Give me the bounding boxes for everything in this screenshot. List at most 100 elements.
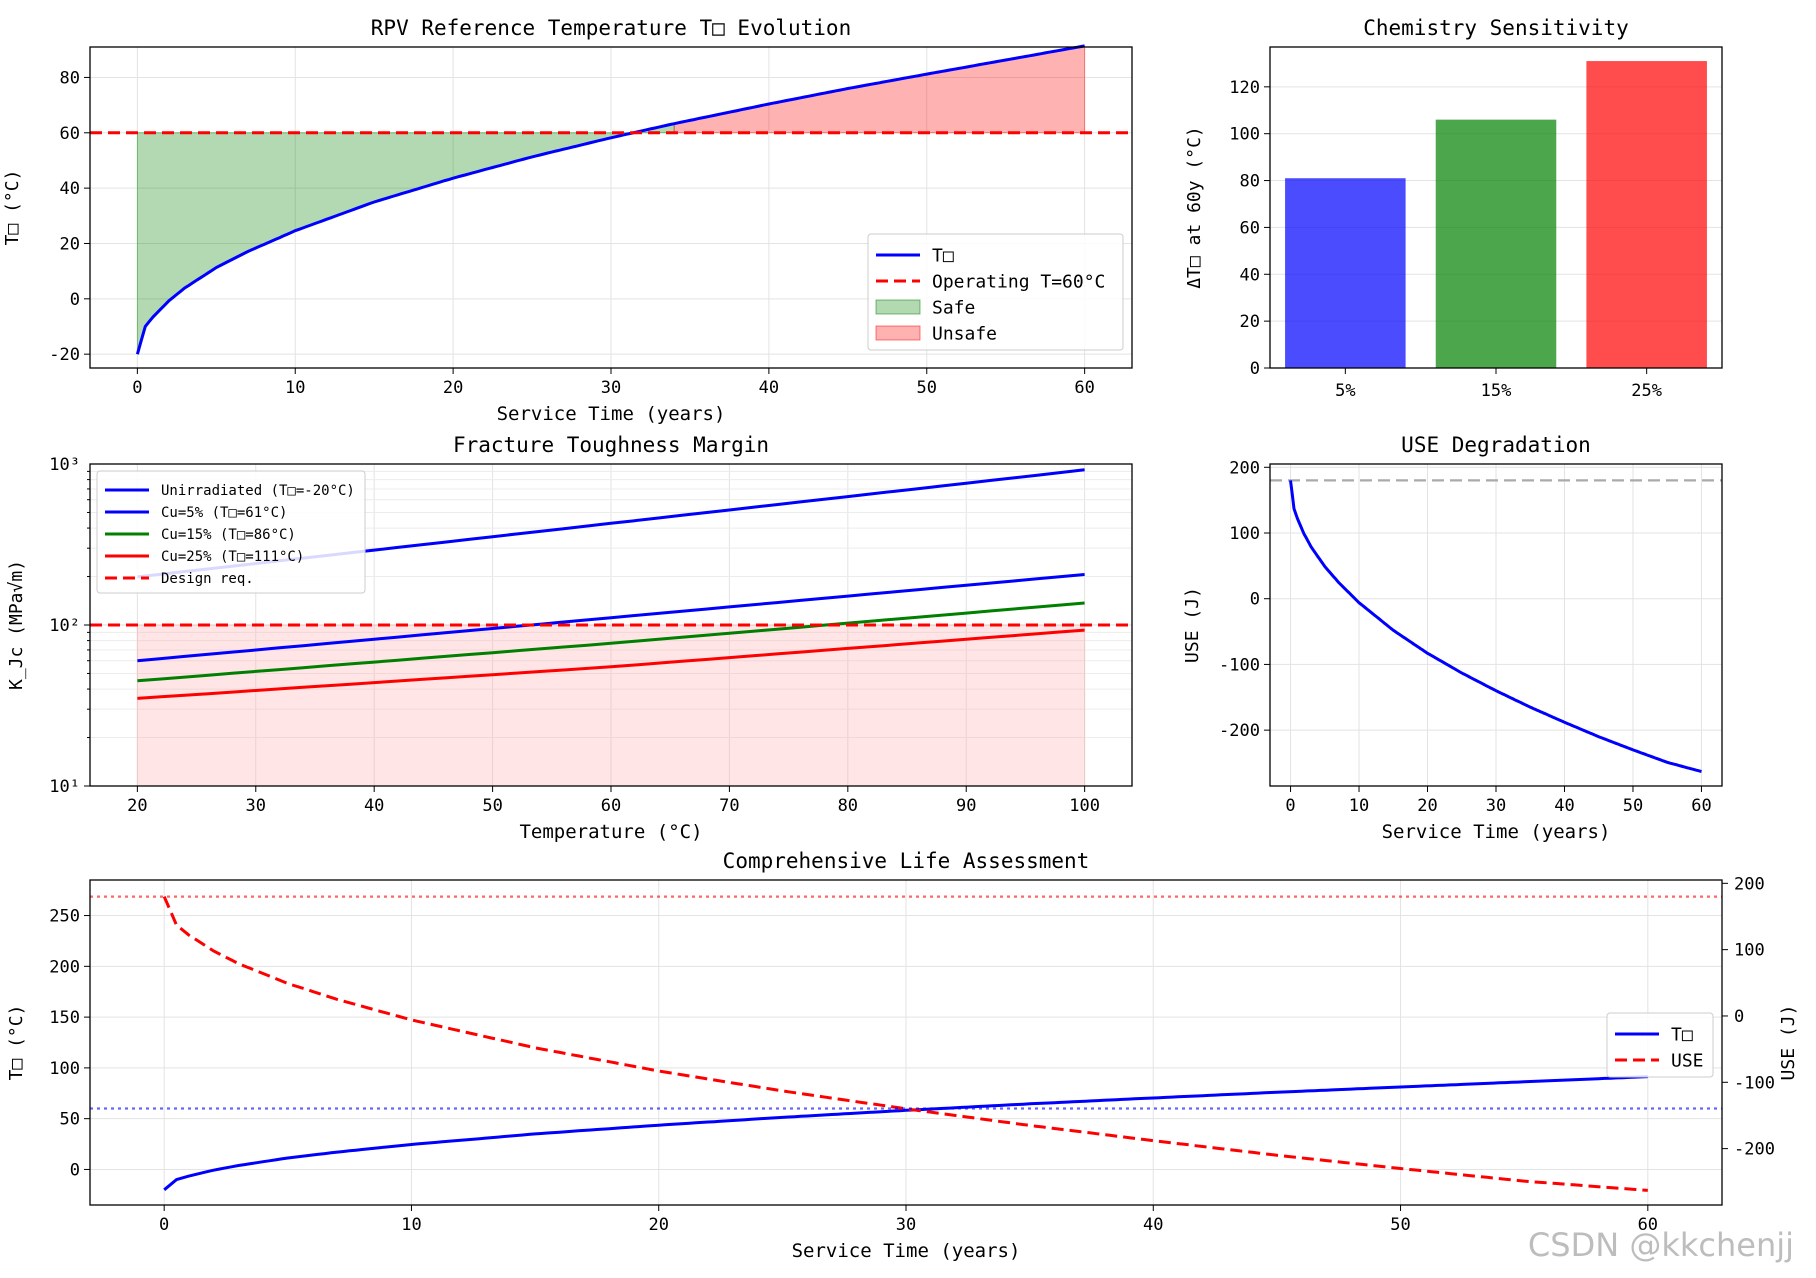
use-xtick-label: 40 bbox=[1554, 796, 1574, 816]
use-title: USE Degradation bbox=[1401, 433, 1591, 457]
ft-ytick-label: 10¹ bbox=[49, 777, 80, 797]
rt-axes-frame bbox=[89, 46, 1133, 369]
ft-ylabel: K_Jc (MPa√m) bbox=[6, 560, 27, 690]
life-series-line-use bbox=[162, 895, 1648, 1192]
chem-bar-5pct bbox=[1285, 178, 1406, 368]
rt-xtick-label: 20 bbox=[443, 378, 463, 398]
life-ytick-label: 200 bbox=[49, 957, 80, 977]
ft-series-line bbox=[137, 573, 1085, 663]
use-xtick-label: 0 bbox=[1285, 796, 1295, 816]
use-xlabel: Service Time (years) bbox=[1382, 821, 1611, 843]
rt-legend-patch bbox=[875, 299, 921, 315]
use-ytick-label: -200 bbox=[1219, 721, 1260, 741]
use-ytick-label: 200 bbox=[1229, 458, 1260, 478]
ft-xlabel: Temperature (°C) bbox=[519, 821, 702, 843]
chem-bar-25pct bbox=[1586, 61, 1707, 368]
ft-ytick-label: 10² bbox=[49, 616, 80, 636]
rt-xtick-label: 10 bbox=[285, 378, 305, 398]
ft-legend-label: Cu=15% (T□=86°C) bbox=[161, 527, 296, 543]
rt-legend-patch bbox=[875, 325, 921, 341]
chem-xtick-label: 5% bbox=[1335, 381, 1355, 401]
life-series-line-t bbox=[163, 1075, 1648, 1191]
rt-fill-safe bbox=[136, 123, 675, 355]
use-ylabel: USE (J) bbox=[1182, 587, 1203, 663]
use-ytick-label: 100 bbox=[1229, 524, 1260, 544]
chem-ytick-label: 120 bbox=[1229, 78, 1260, 98]
ft-xtick-label: 50 bbox=[482, 796, 502, 816]
life-title: Comprehensive Life Assessment bbox=[723, 849, 1090, 873]
life-ytick-label: 100 bbox=[49, 1059, 80, 1079]
ft-xtick-label: 20 bbox=[127, 796, 147, 816]
life-ytick-label-right: -100 bbox=[1734, 1073, 1775, 1093]
life-xtick-label: 0 bbox=[159, 1215, 169, 1235]
ft-xtick-label: 100 bbox=[1069, 796, 1100, 816]
chem-ytick-label: 20 bbox=[1240, 312, 1260, 332]
ft-xtick-label: 80 bbox=[838, 796, 858, 816]
ft-legend-label: Cu=25% (T□=111°C) bbox=[161, 549, 304, 565]
chem-ytick-label: 80 bbox=[1240, 172, 1260, 192]
life-ytick-label-right: 200 bbox=[1734, 874, 1765, 894]
use-xtick-label: 60 bbox=[1691, 796, 1711, 816]
rt-series-line bbox=[135, 44, 1085, 355]
rt-ylabel: T□ (°C) bbox=[2, 170, 23, 246]
rt-fill-unsafe bbox=[673, 45, 1086, 134]
life-ylabel-right: USE (J) bbox=[1778, 1005, 1799, 1081]
life-xtick-label: 10 bbox=[401, 1215, 421, 1235]
life-ytick-label: 150 bbox=[49, 1008, 80, 1028]
rt-legend bbox=[867, 233, 1124, 351]
rt-xtick-label: 30 bbox=[601, 378, 621, 398]
chem-xtick-label: 15% bbox=[1481, 381, 1512, 401]
use-ytick-label: -100 bbox=[1219, 655, 1260, 675]
chem-axes-frame bbox=[1269, 46, 1723, 369]
ft-legend-label: Unirradiated (T□=-20°C) bbox=[161, 483, 355, 499]
life-legend-label: USE bbox=[1671, 1050, 1704, 1071]
rt-xtick-label: 50 bbox=[917, 378, 937, 398]
ft-xtick-label: 40 bbox=[364, 796, 384, 816]
use-series-line bbox=[1289, 480, 1702, 773]
ft-series-line bbox=[137, 628, 1085, 700]
life-ylabel: T□ (°C) bbox=[6, 1005, 27, 1081]
rt-title: RPV Reference Temperature T□ Evolution bbox=[371, 16, 851, 40]
life-xtick-label: 30 bbox=[896, 1215, 916, 1235]
chem-ytick-label: 100 bbox=[1229, 125, 1260, 145]
ft-ytick-label: 10³ bbox=[49, 455, 80, 475]
rt-xtick-label: 60 bbox=[1074, 378, 1094, 398]
life-ytick-label-right: -200 bbox=[1734, 1140, 1775, 1160]
life-xtick-label: 60 bbox=[1638, 1215, 1658, 1235]
life-ytick-label-right: 0 bbox=[1734, 1007, 1744, 1027]
life-xtick-label: 50 bbox=[1390, 1215, 1410, 1235]
rt-legend-label: Unsafe bbox=[932, 323, 997, 344]
ft-legend bbox=[96, 470, 366, 594]
life-xtick-label: 20 bbox=[648, 1215, 668, 1235]
rt-legend-label: Operating T=60°C bbox=[932, 271, 1105, 292]
use-xtick-label: 50 bbox=[1623, 796, 1643, 816]
rt-legend-label: T□ bbox=[932, 245, 954, 266]
chem-xtick-label: 25% bbox=[1631, 381, 1662, 401]
ft-title: Fracture Toughness Margin bbox=[453, 433, 769, 457]
ft-xtick-label: 30 bbox=[246, 796, 266, 816]
chem-ylabel: ΔT□ at 60y (°C) bbox=[1184, 126, 1205, 289]
rt-legend-label: Safe bbox=[932, 297, 975, 318]
life-ytick-label: 0 bbox=[70, 1160, 80, 1180]
ft-legend-label: Cu=5% (T□=61°C) bbox=[161, 505, 287, 521]
rt-xtick-label: 40 bbox=[759, 378, 779, 398]
rt-ytick-label: 80 bbox=[60, 68, 80, 88]
rt-ytick-label: 20 bbox=[60, 234, 80, 254]
life-ytick-label: 50 bbox=[60, 1110, 80, 1130]
use-ytick-label: 0 bbox=[1250, 590, 1260, 610]
chem-bar-15pct bbox=[1435, 119, 1557, 368]
ft-xtick-label: 90 bbox=[956, 796, 976, 816]
life-xtick-label: 40 bbox=[1143, 1215, 1163, 1235]
ft-series-line bbox=[137, 601, 1085, 683]
ft-xtick-label: 60 bbox=[601, 796, 621, 816]
rt-xtick-label: 0 bbox=[132, 378, 142, 398]
rt-ytick-label: 60 bbox=[60, 124, 80, 144]
life-legend-label: T□ bbox=[1671, 1024, 1693, 1045]
use-xtick-label: 30 bbox=[1486, 796, 1506, 816]
chem-ytick-label: 40 bbox=[1240, 265, 1260, 285]
life-xlabel: Service Time (years) bbox=[792, 1240, 1021, 1262]
ft-legend-label: Design req. bbox=[161, 571, 254, 587]
life-ytick-label: 250 bbox=[49, 907, 80, 927]
chem-title: Chemistry Sensitivity bbox=[1363, 16, 1629, 40]
